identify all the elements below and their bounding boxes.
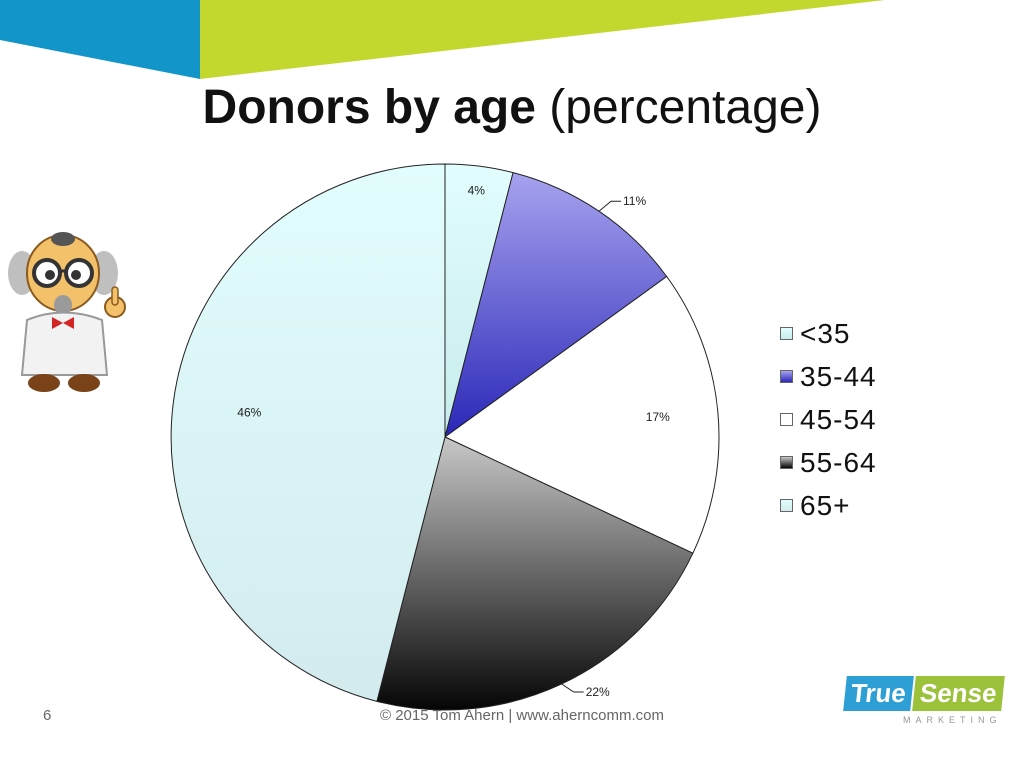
page-number: 6 (43, 707, 52, 724)
legend-swatch (780, 456, 793, 469)
pie-label-4: 46% (237, 405, 261, 419)
legend-label: <35 (800, 317, 851, 349)
legend-item: 35-44 (780, 355, 877, 398)
legend-item: 45-54 (780, 398, 877, 441)
title-subtext: (percentage) (549, 81, 822, 134)
footer-copyright: © 2015 Tom Ahern | www.aherncomm.com (380, 707, 664, 724)
pie-label-0: 4% (468, 184, 486, 198)
pie-label-1: 11% (623, 194, 646, 208)
professor-mascot-icon (8, 232, 126, 392)
legend-item: <35 (780, 312, 877, 355)
pie-slices (170, 163, 720, 711)
legend-label: 65+ (800, 489, 851, 521)
pie-leader-line-3 (561, 683, 584, 693)
pie-leader-line-1 (598, 200, 621, 212)
legend-label: 35-44 (800, 360, 877, 392)
banner-green-stripe (200, 0, 885, 79)
legend-swatch (780, 370, 793, 383)
chart-legend: <35 35-44 45-54 55-64 65+ (780, 312, 877, 527)
legend-swatch (780, 327, 793, 340)
legend-item: 55-64 (780, 441, 877, 484)
legend-label: 55-64 (800, 446, 877, 478)
legend-label: 45-54 (800, 403, 877, 435)
logo-word-true: True (843, 676, 914, 711)
banner-blue-stripe (0, 0, 200, 79)
legend-swatch (780, 413, 793, 426)
logo-subtitle: MARKETING (903, 715, 1002, 725)
slide-title: Donors by age (percentage) (0, 80, 1024, 135)
title-bold: Donors by age (202, 81, 536, 134)
true-sense-logo: True Sense MARKETING (843, 676, 1005, 725)
pie-slice-2 (444, 275, 720, 554)
legend-swatch (780, 499, 793, 512)
legend-item: 65+ (780, 484, 877, 527)
header-banner (0, 0, 885, 79)
logo-word-sense: Sense (912, 676, 1005, 711)
pie-labels: 4% 11% 17% 22% 46% (237, 184, 670, 700)
pie-slice-4 (170, 163, 446, 703)
pie-label-2: 17% (646, 410, 670, 424)
pie-label-3: 22% (586, 685, 610, 699)
pie-slice-3 (376, 436, 694, 711)
